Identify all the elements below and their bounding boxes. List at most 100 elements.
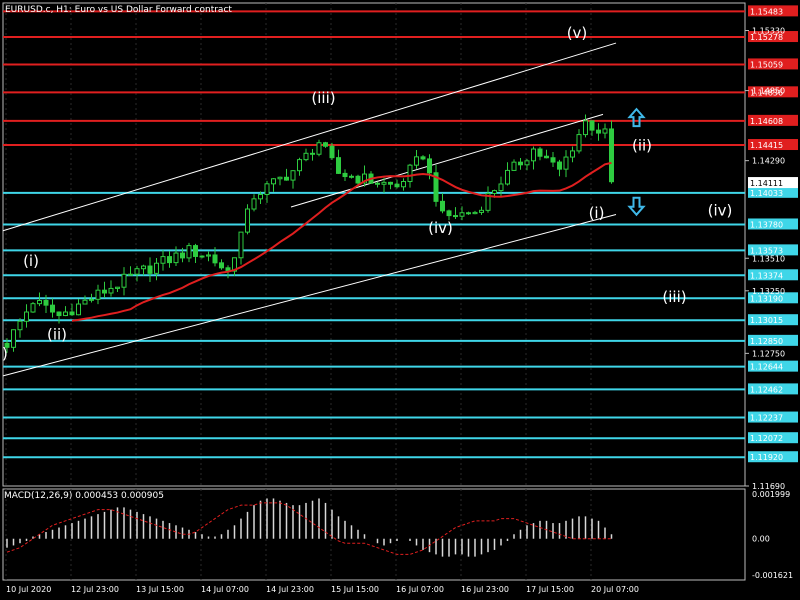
candle-body — [394, 183, 400, 188]
candle-body — [141, 265, 146, 270]
candle-body — [264, 183, 270, 196]
candle-body — [128, 273, 133, 276]
support-level-price-box — [748, 334, 798, 346]
trend-channel — [2, 42, 617, 377]
wave-label: (iii) — [311, 89, 335, 107]
time-tick-label: 10 Jul 2020 — [6, 585, 51, 594]
channel-line — [2, 42, 617, 232]
candle-body — [362, 173, 367, 184]
candle-body — [375, 182, 380, 185]
candle-body — [563, 156, 569, 170]
candle-body — [329, 145, 335, 159]
candle-body — [89, 298, 94, 301]
candle-body — [297, 159, 302, 172]
candle-body — [180, 252, 185, 259]
candle-body — [43, 300, 49, 306]
candle-body — [609, 128, 614, 183]
support-level-price-box — [748, 314, 798, 326]
candle-body — [459, 212, 465, 217]
symbol-title: EURUSD.c, H1: Euro vs US Dollar Forward … — [5, 5, 232, 15]
main-pane-frame — [2, 2, 746, 487]
support-level-price-box — [748, 411, 798, 423]
price-tick-label: 1.11690 — [752, 482, 785, 491]
candle-body — [173, 252, 179, 264]
wave-labels: (i) (ii) (iii) (iv) (v) (ii) (i) (iv) (iii)) — [2, 24, 732, 362]
candle-body — [108, 287, 114, 294]
candle-body — [310, 152, 315, 155]
resistance-level-price-label: 1.15059 — [750, 60, 783, 69]
candle-body — [193, 245, 198, 257]
support-level-price-label: 1.12644 — [750, 363, 783, 372]
price-tick-label: 1.12750 — [752, 349, 785, 358]
price-axis: 1.15483 1.15278 1.15059 1.14836 1.14608 1.144… — [745, 5, 798, 580]
wave-label: (ii) — [632, 137, 652, 155]
candle-body — [134, 268, 140, 275]
macd-tick-label: -0.001621 — [752, 571, 793, 580]
candle-body — [219, 262, 224, 269]
candle-body — [479, 209, 484, 213]
candle-body — [56, 311, 62, 317]
candle-body — [121, 273, 127, 288]
support-level-price-box — [748, 432, 798, 444]
candle-body — [102, 289, 107, 294]
candle-body — [212, 254, 218, 264]
candle-body — [30, 303, 36, 313]
time-tick-label: 15 Jul 15:00 — [331, 585, 379, 594]
candle-body — [303, 152, 309, 161]
candle-body — [258, 194, 263, 200]
candle-body — [602, 128, 608, 134]
support-level-price-box — [748, 186, 798, 198]
resistance-level-price-label: 1.15278 — [750, 33, 783, 42]
support-level-price-label: 1.14033 — [750, 189, 783, 198]
support-level-price-label: 1.13374 — [750, 271, 783, 280]
time-tick-label: 17 Jul 15:00 — [526, 585, 574, 594]
candle-body — [147, 265, 153, 274]
candle-body — [232, 257, 237, 272]
support-level-price-label: 1.12462 — [750, 385, 783, 394]
candle-body — [440, 200, 445, 212]
current-price-box — [748, 177, 798, 189]
support-level-price-box — [748, 269, 798, 281]
resistance-level-price-box — [748, 86, 798, 98]
wave-label: (iv) — [428, 219, 453, 237]
macd-pane-frame — [2, 488, 746, 581]
candle-body — [342, 172, 348, 178]
candle-body — [24, 311, 29, 322]
time-tick-label: 20 Jul 07:00 — [591, 585, 639, 594]
resistance-level-price-label: 1.15483 — [750, 7, 783, 16]
candle-body — [557, 161, 562, 170]
channel-midline — [290, 113, 604, 208]
candle-body — [323, 142, 328, 147]
candle-body — [245, 208, 250, 233]
candle-body — [492, 190, 497, 194]
candle-body — [407, 164, 413, 183]
time-tick-label: 13 Jul 15:00 — [136, 585, 184, 594]
candle-body — [4, 342, 10, 348]
support-level-price-label: 1.11920 — [750, 453, 783, 462]
candle-body — [381, 181, 387, 185]
candle-body — [167, 256, 172, 264]
candle-body — [63, 311, 68, 317]
candle-body — [453, 215, 458, 218]
candle-body — [570, 150, 575, 158]
candle-body — [524, 160, 530, 166]
candle-body — [160, 256, 166, 264]
wave-label: (iv) — [708, 202, 733, 220]
support-level-price-box — [748, 292, 798, 304]
candle-body — [531, 148, 536, 162]
candle-body — [199, 255, 205, 258]
candle-body — [115, 286, 120, 289]
candle-body — [414, 156, 419, 166]
support-level-price-box — [748, 383, 798, 395]
wave-label-partial: ) — [2, 344, 8, 362]
candle-body — [37, 300, 42, 305]
candle-body — [485, 192, 491, 211]
candle-body — [154, 262, 159, 274]
candle-body — [472, 211, 478, 215]
support-level-price-box — [748, 218, 798, 230]
candle-body — [589, 120, 595, 131]
support-level-price-label: 1.13573 — [750, 246, 783, 255]
candle-body — [11, 329, 16, 348]
resistance-level-price-box — [748, 5, 798, 17]
